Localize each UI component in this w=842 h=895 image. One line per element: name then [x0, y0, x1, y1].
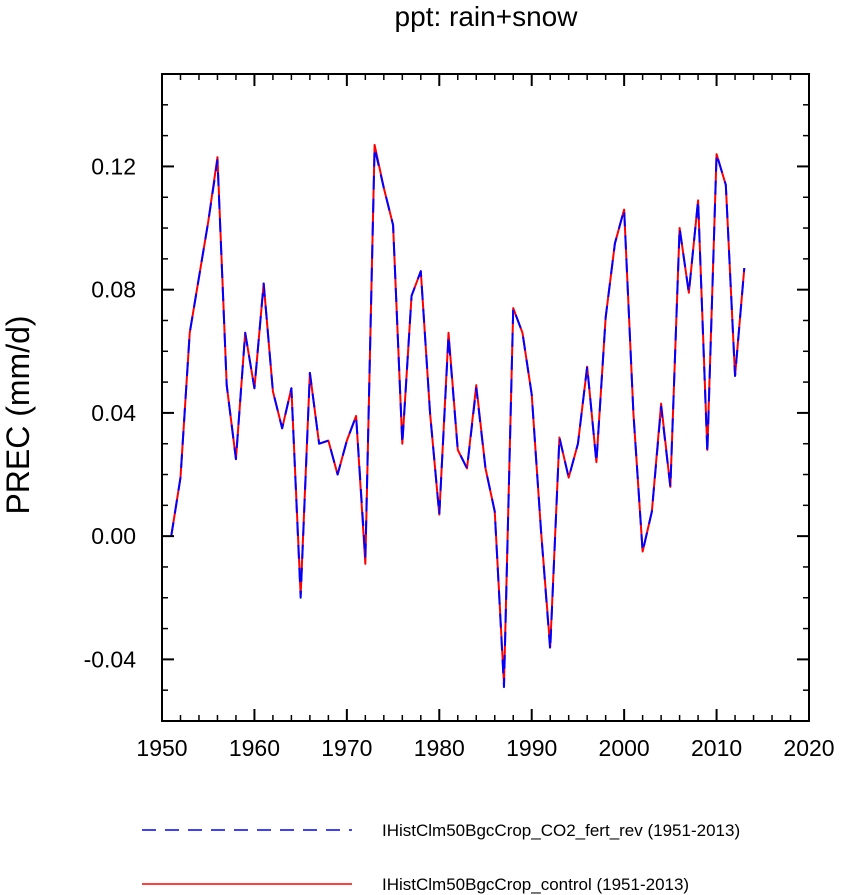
x-tick-label: 2010 [691, 735, 742, 761]
legend: IHistClm50BgcCrop_CO2_fert_rev (1951-201… [142, 821, 740, 894]
x-tick-label: 1990 [506, 735, 557, 761]
x-tick-label: 1980 [414, 735, 465, 761]
axis-tick-labels: 1950 1960 1970 1980 1990 2000 2010 2020 -0.04 0.0… [84, 153, 835, 761]
series-line-2 [170, 143, 746, 686]
y-tick-label: 0.08 [91, 277, 136, 303]
x-tick-label: 1950 [136, 735, 187, 761]
x-tick-label: 2020 [783, 735, 834, 761]
y-tick-label: 0.12 [91, 153, 136, 179]
x-tick-label: 1960 [229, 735, 280, 761]
chart-title: ppt: rain+snow [395, 1, 579, 32]
legend-label-2: IHistClm50BgcCrop_control (1951-2013) [382, 875, 689, 894]
y-tick-label: 0.04 [91, 400, 136, 426]
y-axis-label: PREC (mm/d) [0, 315, 36, 514]
legend-label-1: IHistClm50BgcCrop_CO2_fert_rev (1951-201… [382, 821, 740, 840]
x-tick-label: 2000 [599, 735, 650, 761]
axis-ticks [161, 73, 810, 722]
x-tick-label: 1970 [321, 735, 372, 761]
y-tick-label: 0.00 [91, 523, 136, 549]
series-line-1 [170, 146, 746, 689]
plot-frame [161, 73, 810, 722]
data-lines [170, 143, 746, 689]
y-tick-label: -0.04 [84, 646, 137, 672]
